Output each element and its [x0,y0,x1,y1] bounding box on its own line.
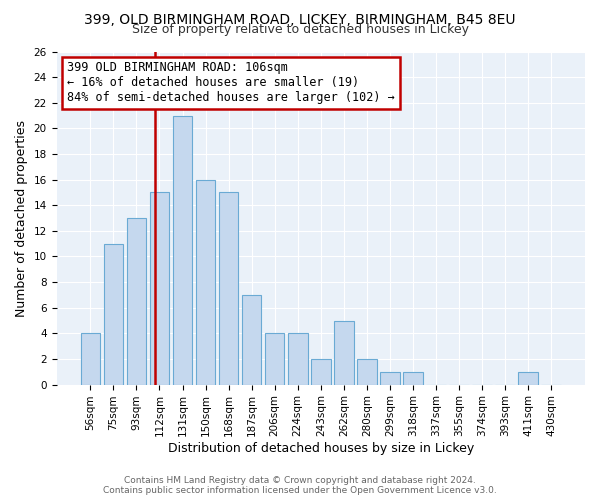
Bar [518,372,538,384]
Bar [196,180,215,384]
Bar [334,320,353,384]
Bar [242,295,262,384]
Text: Size of property relative to detached houses in Lickey: Size of property relative to detached ho… [131,22,469,36]
Bar [104,244,123,384]
Bar [80,334,100,384]
Bar [403,372,423,384]
Text: Contains HM Land Registry data © Crown copyright and database right 2024.
Contai: Contains HM Land Registry data © Crown c… [103,476,497,495]
Text: 399, OLD BIRMINGHAM ROAD, LICKEY, BIRMINGHAM, B45 8EU: 399, OLD BIRMINGHAM ROAD, LICKEY, BIRMIN… [84,12,516,26]
Bar [357,359,377,384]
Text: 399 OLD BIRMINGHAM ROAD: 106sqm
← 16% of detached houses are smaller (19)
84% of: 399 OLD BIRMINGHAM ROAD: 106sqm ← 16% of… [67,62,395,104]
Bar [219,192,238,384]
Bar [288,334,308,384]
Bar [127,218,146,384]
Bar [173,116,193,384]
Bar [311,359,331,384]
Y-axis label: Number of detached properties: Number of detached properties [15,120,28,316]
Bar [265,334,284,384]
X-axis label: Distribution of detached houses by size in Lickey: Distribution of detached houses by size … [167,442,474,455]
Bar [380,372,400,384]
Bar [149,192,169,384]
